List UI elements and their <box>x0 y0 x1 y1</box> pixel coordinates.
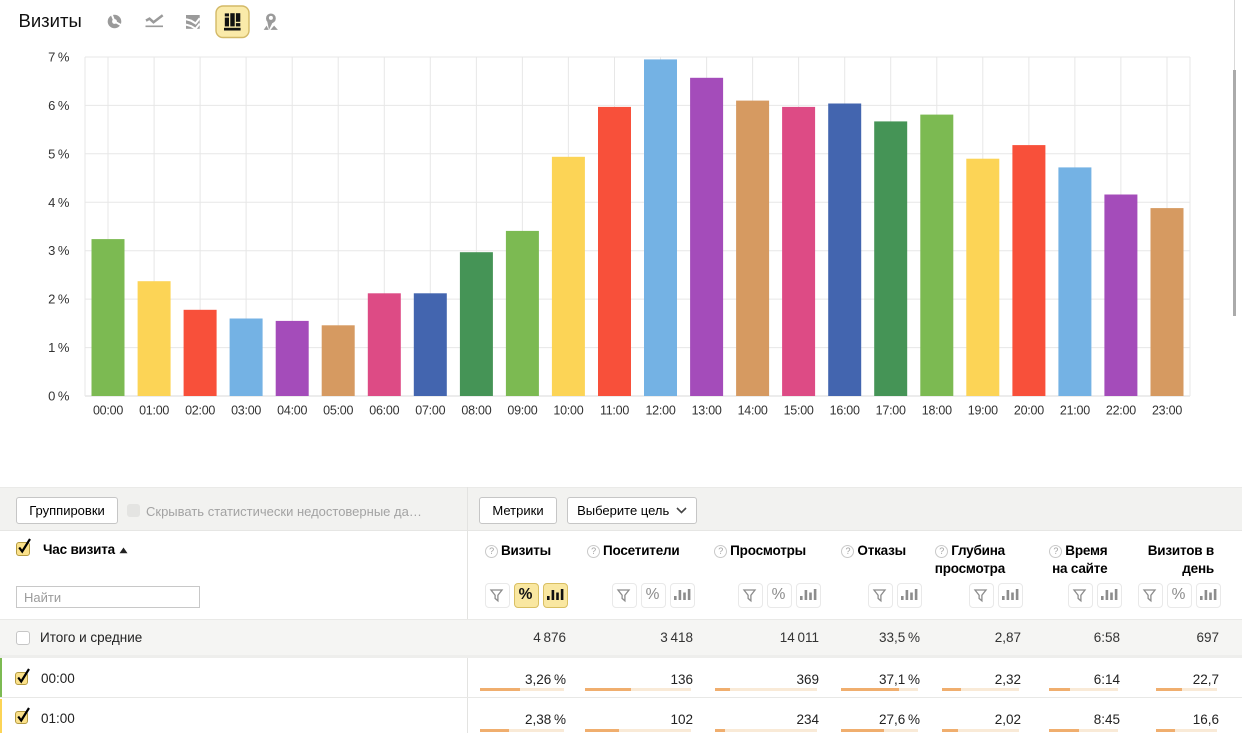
svg-text:07:00: 07:00 <box>415 404 445 418</box>
svg-text:04:00: 04:00 <box>277 404 307 418</box>
svg-text:02:00: 02:00 <box>185 404 215 418</box>
svg-text:0 %: 0 % <box>48 389 70 404</box>
svg-text:1 %: 1 % <box>48 340 70 355</box>
svg-text:20:00: 20:00 <box>1014 404 1044 418</box>
svg-text:12:00: 12:00 <box>645 404 675 418</box>
svg-text:7 %: 7 % <box>48 50 70 65</box>
svg-text:3 %: 3 % <box>48 243 70 258</box>
svg-text:06:00: 06:00 <box>369 404 399 418</box>
svg-text:23:00: 23:00 <box>1152 404 1182 418</box>
svg-text:14:00: 14:00 <box>738 404 768 418</box>
svg-text:18:00: 18:00 <box>922 404 952 418</box>
svg-text:00:00: 00:00 <box>93 404 123 418</box>
svg-text:05:00: 05:00 <box>323 404 353 418</box>
svg-text:08:00: 08:00 <box>461 404 491 418</box>
svg-text:13:00: 13:00 <box>692 404 722 418</box>
svg-text:6 %: 6 % <box>48 98 70 113</box>
svg-text:19:00: 19:00 <box>968 404 998 418</box>
svg-text:11:00: 11:00 <box>600 404 629 418</box>
svg-text:16:00: 16:00 <box>830 404 860 418</box>
svg-text:2 %: 2 % <box>48 292 70 307</box>
svg-text:10:00: 10:00 <box>553 404 583 418</box>
svg-text:01:00: 01:00 <box>139 404 169 418</box>
svg-text:4 %: 4 % <box>48 195 70 210</box>
svg-text:5 %: 5 % <box>48 146 70 161</box>
svg-text:03:00: 03:00 <box>231 404 261 418</box>
svg-text:15:00: 15:00 <box>784 404 814 418</box>
svg-text:21:00: 21:00 <box>1060 404 1090 418</box>
svg-text:09:00: 09:00 <box>507 404 537 418</box>
svg-text:22:00: 22:00 <box>1106 404 1136 418</box>
svg-text:17:00: 17:00 <box>876 404 906 418</box>
